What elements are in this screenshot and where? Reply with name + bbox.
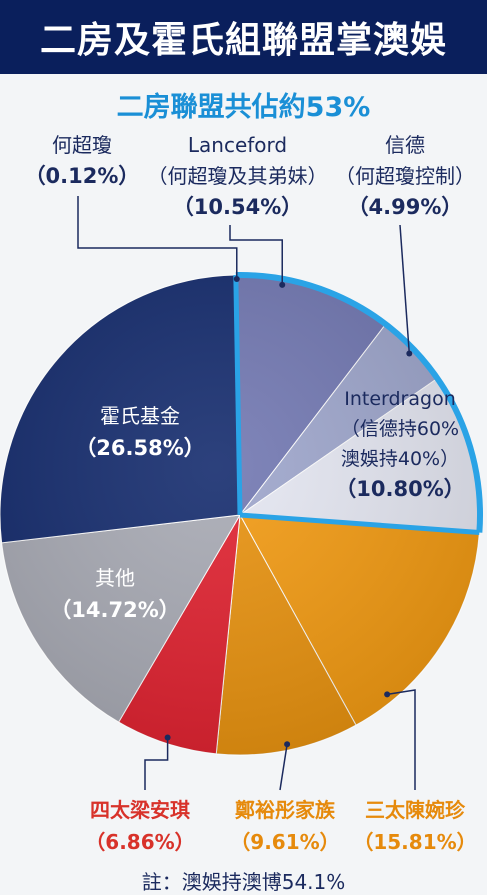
label-interdragon-pct: （10.80%） bbox=[335, 477, 465, 501]
label-cheng-pct: （9.61%） bbox=[230, 830, 340, 854]
label-lanceford-name: Lanceford bbox=[187, 133, 288, 157]
label-ina-pct: （15.81%） bbox=[353, 830, 477, 854]
label-lucina-name: 四太梁安琪 bbox=[90, 798, 190, 822]
label-others-pct: （14.72%） bbox=[50, 598, 180, 622]
alliance-edge-end bbox=[239, 512, 480, 536]
leader-ina bbox=[387, 689, 416, 790]
label-cheng-name: 鄭裕彤家族 bbox=[235, 798, 335, 822]
label-interdragon-sub1: （信德持60% bbox=[340, 418, 460, 440]
label-ina-name: 三太陳婉珍 bbox=[365, 798, 465, 822]
leader-hochiu-dot bbox=[233, 276, 240, 283]
leader-hochiu bbox=[77, 196, 238, 280]
label-cheng: 鄭裕彤家族 （9.61%） bbox=[215, 794, 355, 858]
chart-title: 二房及霍氏組聯盟掌澳娛 bbox=[39, 20, 447, 61]
label-interdragon-sub2: 澳娛持40%） bbox=[340, 448, 460, 470]
title-bar: 二房及霍氏組聯盟掌澳娛 bbox=[0, 0, 487, 74]
leader-lucina bbox=[144, 737, 169, 790]
leader-lanceford-dot bbox=[279, 281, 286, 288]
leader-cheng-dot bbox=[284, 741, 291, 748]
label-hochiu-name: 何超瓊 bbox=[52, 133, 112, 157]
label-others: 其他 （14.72%） bbox=[40, 562, 190, 626]
alliance-edge-start bbox=[233, 274, 243, 516]
label-ina: 三太陳婉珍 （15.81%） bbox=[345, 794, 485, 858]
chart-subtitle: 二房聯盟共佔約53% bbox=[116, 92, 371, 123]
leader-shuntak-dot bbox=[406, 350, 413, 357]
label-lanceford-pct: （10.54%） bbox=[172, 195, 303, 219]
label-fok: 霍氏基金 （26.58%） bbox=[55, 400, 225, 464]
label-fok-name: 霍氏基金 bbox=[100, 404, 180, 428]
alliance-arc bbox=[235, 272, 483, 533]
label-lucina-pct: （6.86%） bbox=[85, 830, 195, 854]
leader-shuntak bbox=[399, 224, 411, 354]
leader-ina-dot bbox=[384, 691, 391, 698]
label-hochiu-pct: （0.12%） bbox=[24, 164, 140, 188]
label-shuntak-name: 信德 bbox=[385, 133, 425, 157]
label-lanceford: Lanceford （何超瓊及其弟妹） （10.54%） bbox=[130, 130, 345, 223]
label-interdragon: Interdragon （信德持60% 澳娛持40%） （10.80%） bbox=[320, 384, 480, 504]
label-hochiu: 何超瓊 （0.12%） bbox=[22, 130, 142, 192]
leader-lucina-dot bbox=[164, 734, 171, 741]
leader-cheng bbox=[279, 744, 288, 791]
footnote: 註：澳娛持澳博54.1% bbox=[141, 870, 346, 894]
label-lucina: 四太梁安琪 （6.86%） bbox=[70, 794, 210, 858]
label-fok-pct: （26.58%） bbox=[75, 436, 205, 460]
label-shuntak: 信德 （何超瓊控制） （4.99%） bbox=[325, 130, 485, 223]
label-interdragon-name: Interdragon bbox=[344, 388, 456, 410]
label-lanceford-sub: （何超瓊及其弟妹） bbox=[147, 164, 328, 188]
leader-lanceford bbox=[229, 225, 283, 285]
label-shuntak-sub: （何超瓊控制） bbox=[335, 164, 475, 188]
label-shuntak-pct: （4.99%） bbox=[347, 195, 463, 219]
label-others-name: 其他 bbox=[95, 566, 135, 590]
